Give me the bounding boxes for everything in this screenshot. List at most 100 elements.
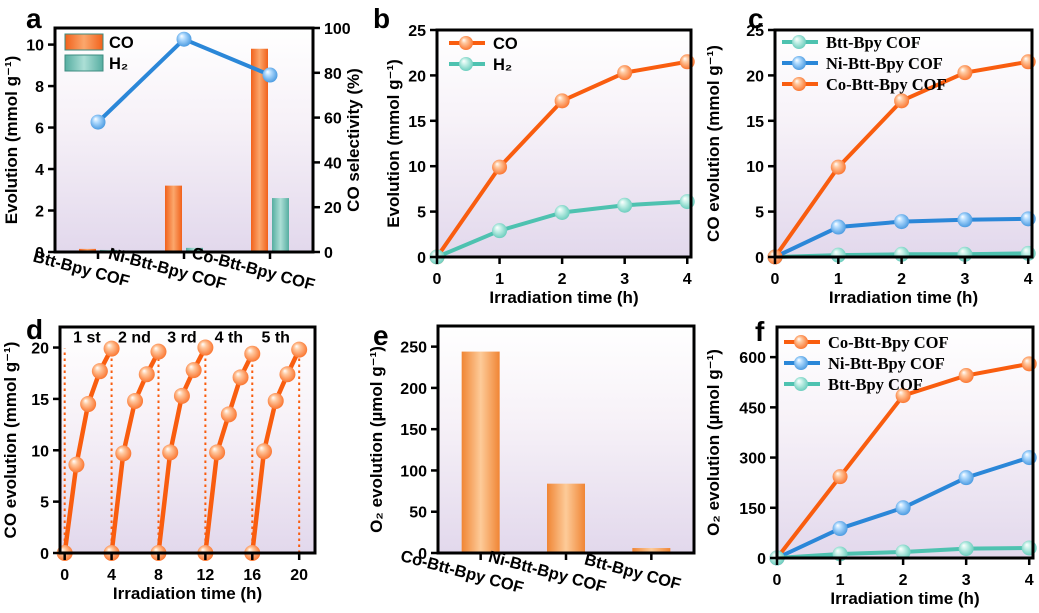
panel-a: a 0 2 4 6 8 10 0 20 40 60 80 100 Evolution (mmol g⁻¹…: [0, 0, 363, 305]
y-tick-label: 20: [408, 68, 426, 85]
x-tick-label: 0: [433, 271, 442, 288]
bar-CO-2: [251, 48, 268, 253]
legend: Co-Btt-Bpy COF Ni-Btt-Bpy COF Btt-Bpy COF: [784, 333, 949, 394]
panel-f: f 0 150 300 450 600 0 1 2 3 4 O₂ evolution (µmol g…: [700, 305, 1039, 613]
axes: 0 150 300 450 600 0 1 2 3 4 O₂ evolution (µmol g⁻¹…: [704, 349, 1034, 608]
chart-canvas-c: 0 5 10 15 20 25 0 1 2 3 4 CO evolution (mmol g⁻¹) Ir…: [704, 23, 1036, 307]
x-tick-label: 1: [495, 271, 504, 288]
legend-swatch: [64, 54, 104, 72]
x-tick-label: 3: [620, 271, 629, 288]
data-point-marker: [279, 366, 296, 383]
x-tick-label: 4: [683, 271, 692, 288]
panel-letter-d: d: [26, 314, 44, 345]
y-tick-label: 20: [746, 68, 764, 85]
y2-tick-label: 80: [324, 66, 342, 83]
series-Ni-Btt-Bpy COF: [769, 450, 1037, 566]
x-tick-label: 2: [897, 271, 906, 288]
data-point-marker: [832, 521, 848, 537]
data-point-marker: [127, 392, 144, 409]
legend-label: Btt-Bpy COF: [826, 33, 921, 52]
legend-entry: H₂: [64, 54, 128, 73]
y-tick-label: 5: [417, 205, 426, 222]
legend-entry: CO: [449, 35, 518, 53]
y-tick-label: 450: [739, 400, 766, 417]
data-point-marker: [554, 93, 570, 109]
plot-background: [777, 327, 1033, 558]
data-point-marker: [794, 356, 808, 370]
y-tick-label: 25: [746, 23, 764, 40]
data-point-marker: [792, 35, 806, 49]
x-axis-label: Irradiation time (h): [830, 589, 979, 608]
data-point-marker: [792, 56, 806, 70]
legend-entry: Btt-Bpy COF: [782, 33, 921, 52]
legend-label: Ni-Btt-Bpy COF: [826, 54, 943, 73]
data-point-marker: [794, 335, 808, 349]
x-tick-label: 4: [1025, 572, 1034, 589]
data-point-marker: [459, 57, 473, 71]
data-point-marker: [91, 363, 108, 380]
data-point-marker: [830, 247, 846, 263]
data-point-marker: [244, 345, 261, 362]
y-tick-label: 8: [35, 79, 44, 96]
y-axis-label: O₂ evolution (µmol g⁻¹): [704, 349, 723, 536]
data-point-marker: [162, 444, 179, 461]
x-tick-label: 1: [836, 572, 845, 589]
data-point-marker: [895, 388, 911, 404]
cycle-label: 1 st: [73, 329, 101, 346]
plot-frame: [775, 325, 1035, 560]
legend-label: CO: [493, 35, 518, 53]
y-tick-label: 15: [31, 392, 49, 409]
data-point-marker: [957, 65, 973, 81]
bar-H₂-2: [272, 198, 289, 252]
chart-canvas-f: 0 150 300 450 600 0 1 2 3 4 O₂ evolution (µmol g⁻¹…: [704, 325, 1037, 608]
bar-1: [547, 483, 585, 553]
y-tick-label: 2: [35, 204, 44, 221]
y-tick-label: 6: [35, 121, 44, 138]
y-axis-label: Evolution (mmol g⁻¹): [384, 59, 403, 228]
legend-label: Co-Btt-Bpy COF: [826, 75, 947, 94]
data-point-marker: [894, 93, 910, 109]
data-point-marker: [176, 31, 192, 47]
y-tick-label: 50: [409, 505, 427, 522]
legend-label: Btt-Bpy COF: [828, 375, 923, 394]
data-point-marker: [792, 77, 806, 91]
y-tick-label: 5: [40, 495, 49, 512]
panel-d: d 0 5 10 15 20 0 4 8 12 16 20 CO evolution (mmol g⁻…: [0, 305, 360, 613]
y-tick-label: 10: [26, 38, 44, 55]
chart-canvas-d: 0 5 10 15 20 0 4 8 12 16 20 CO evolution (mmol g⁻¹)…: [1, 325, 317, 603]
y-tick-label: 100: [400, 463, 427, 480]
panel-letter-e: e: [373, 320, 389, 351]
bar-CO-0: [79, 248, 96, 252]
x-tick-label: 0: [60, 567, 69, 584]
y-axis-label: CO evolution (mmol g⁻¹): [1, 342, 20, 539]
bar-H₂-1: [186, 247, 203, 252]
x-axis-label: Irradiation time (h): [489, 288, 638, 307]
panel-letter-f: f: [755, 316, 765, 347]
legend-label: Co-Btt-Bpy COF: [828, 333, 949, 352]
cycle-dividers: [63, 348, 301, 553]
data-point-marker: [895, 544, 911, 560]
panel-letter-c: c: [748, 3, 764, 34]
data-point-marker: [220, 406, 237, 423]
data-point-marker: [957, 212, 973, 228]
data-point-marker: [830, 159, 846, 175]
legend-label: H₂: [493, 56, 512, 74]
y-tick-label: 15: [408, 114, 426, 131]
y-tick-label: 4: [35, 162, 44, 179]
data-point-marker: [209, 444, 226, 461]
plot-frame: [435, 28, 693, 259]
data-point-marker: [958, 541, 974, 557]
legend-entry: H₂: [449, 56, 512, 74]
cycle-label: 3 rd: [167, 329, 196, 346]
x-tick-label: 3: [962, 572, 971, 589]
y-tick-label: 20: [31, 341, 49, 358]
data-point-marker: [90, 114, 106, 130]
legend-entry: Ni-Btt-Bpy COF: [782, 54, 943, 73]
legend-entry: Co-Btt-Bpy COF: [784, 333, 949, 352]
data-point-marker: [232, 369, 249, 386]
data-point-marker: [197, 339, 214, 356]
axes: 0 5 10 15 20 25 0 1 2 3 4 Evolution (mmol g⁻¹) Irrad…: [384, 23, 692, 307]
x-tick-label: 20: [290, 567, 308, 584]
x-axis-label: Irradiation time (h): [829, 288, 978, 307]
